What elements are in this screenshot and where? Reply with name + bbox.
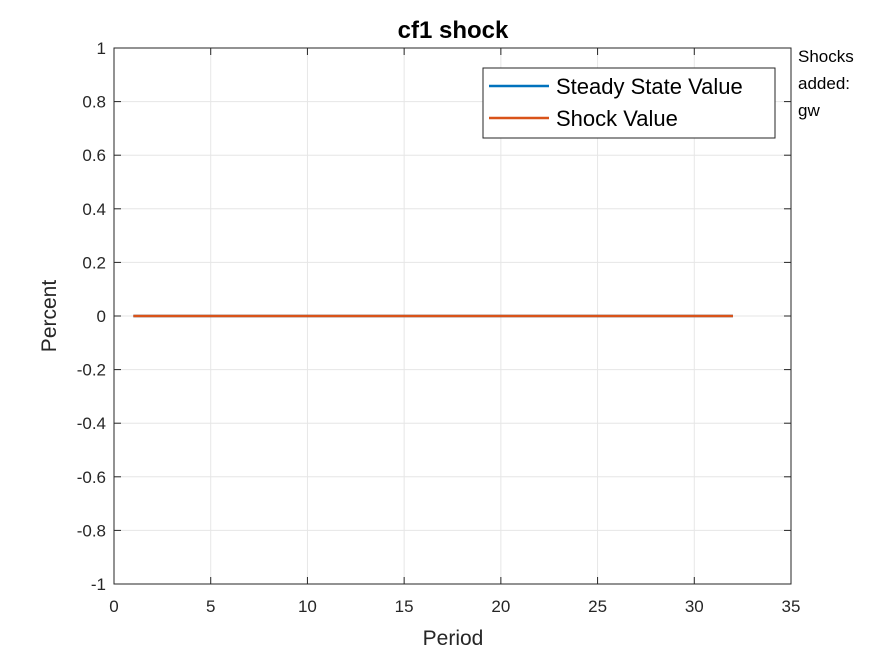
y-tick-label: -1 bbox=[91, 575, 106, 594]
x-tick-label: 15 bbox=[395, 597, 414, 616]
x-tick-label: 20 bbox=[491, 597, 510, 616]
legend: Steady State Value Shock Value bbox=[482, 67, 776, 139]
x-tick-label: 30 bbox=[685, 597, 704, 616]
y-tick-label: 0.8 bbox=[82, 93, 106, 112]
annotation-line: gw bbox=[798, 101, 820, 120]
y-tick-label: -0.6 bbox=[77, 468, 106, 487]
shocks-annotation: Shocks added: gw bbox=[798, 43, 854, 124]
x-tick-label: 5 bbox=[206, 597, 215, 616]
x-axis-title: Period bbox=[423, 627, 484, 650]
y-tick-label: -0.8 bbox=[77, 521, 106, 540]
x-tick-label: 0 bbox=[109, 597, 118, 616]
legend-label: Shock Value bbox=[556, 106, 678, 131]
y-tick-label: -0.2 bbox=[77, 361, 106, 380]
x-tick-label: 10 bbox=[298, 597, 317, 616]
y-tick-label: 0.2 bbox=[82, 253, 106, 272]
y-tick-label: 1 bbox=[97, 39, 106, 58]
y-tick-label: -0.4 bbox=[77, 414, 106, 433]
x-tick-label: 25 bbox=[588, 597, 607, 616]
y-tick-label: 0.4 bbox=[82, 200, 106, 219]
legend-box bbox=[482, 67, 776, 139]
y-tick-label: 0.6 bbox=[82, 146, 106, 165]
tick-labels: 0 5 10 15 20 25 30 35 -1 -0.8 -0.6 -0.4 -0.2 0 0.2 0.4 0… bbox=[77, 39, 801, 616]
y-axis-title: Percent bbox=[38, 280, 61, 353]
annotation-line: Shocks bbox=[798, 47, 854, 66]
legend-label: Steady State Value bbox=[556, 74, 743, 99]
axes-frame bbox=[113, 47, 792, 585]
x-tick-label: 35 bbox=[782, 597, 801, 616]
annotation-line: added: bbox=[798, 74, 850, 93]
chart-title: cf1 shock bbox=[398, 17, 509, 44]
y-tick-label: 0 bbox=[97, 307, 106, 326]
